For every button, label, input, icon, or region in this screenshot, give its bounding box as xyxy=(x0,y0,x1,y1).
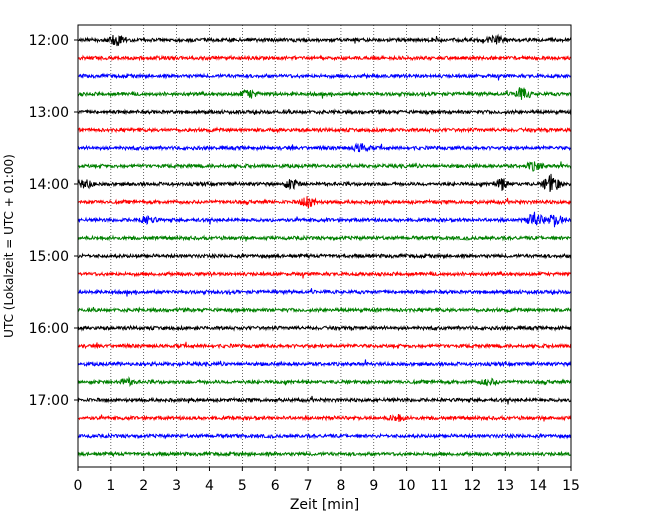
trace-1315 xyxy=(77,126,572,134)
trace-1745 xyxy=(77,450,572,458)
trace-1645 xyxy=(77,375,572,387)
y-tick-label: 15:00 xyxy=(29,249,69,265)
trace-1545 xyxy=(77,306,572,314)
x-tick-label: 14 xyxy=(529,478,547,494)
x-tick-label: 3 xyxy=(172,478,181,494)
x-tick-label: 12 xyxy=(463,478,481,494)
trace-1415 xyxy=(77,196,572,209)
traces xyxy=(77,33,572,458)
x-tick-label: 0 xyxy=(74,478,83,494)
x-tick-label: 6 xyxy=(271,478,280,494)
y-axis-label: UTC (Lokalzeit = UTC + 01:00) xyxy=(2,154,16,338)
trace-1445 xyxy=(77,234,572,242)
y-tick-label: 17:00 xyxy=(29,393,69,409)
x-tick-label: 8 xyxy=(336,478,345,494)
x-tick-label: 2 xyxy=(139,478,148,494)
x-axis-ticks: 0 1 2 3 4 5 6 7 8 9 10 11 12 13 14 15 xyxy=(74,467,580,494)
trace-1730 xyxy=(77,432,572,440)
trace-1615 xyxy=(77,341,572,350)
y-axis-ticks: 12:00 13:00 14:00 15:00 16:00 17:00 xyxy=(29,33,78,409)
trace-1500 xyxy=(77,252,572,260)
trace-1530 xyxy=(77,288,572,297)
y-tick-label: 12:00 xyxy=(29,33,69,49)
y-tick-label: 16:00 xyxy=(29,321,69,337)
y-tick-label: 14:00 xyxy=(29,177,69,193)
x-tick-label: 5 xyxy=(238,478,247,494)
x-tick-label: 10 xyxy=(398,478,416,494)
trace-1600 xyxy=(77,324,572,332)
trace-1715 xyxy=(77,413,572,423)
x-tick-label: 7 xyxy=(304,478,313,494)
trace-1630 xyxy=(77,359,572,368)
trace-1400 xyxy=(77,173,572,193)
trace-1200 xyxy=(77,33,572,47)
trace-1215 xyxy=(77,54,572,62)
x-tick-label: 4 xyxy=(205,478,214,494)
plot-frame xyxy=(77,24,572,468)
trace-1330 xyxy=(77,142,572,153)
trace-1700 xyxy=(77,395,572,405)
trace-1345 xyxy=(77,161,572,172)
x-tick-label: 1 xyxy=(106,478,115,494)
trace-1230 xyxy=(77,72,572,81)
trace-1245 xyxy=(77,87,572,100)
y-tick-label: 13:00 xyxy=(29,105,69,121)
x-tick-label: 13 xyxy=(496,478,514,494)
trace-1430 xyxy=(77,211,572,228)
x-tick-label: 11 xyxy=(431,478,449,494)
x-tick-label: 9 xyxy=(369,478,378,494)
x-tick-label: 15 xyxy=(562,478,580,494)
trace-1300 xyxy=(77,108,572,116)
x-axis-label: Zeit [min] xyxy=(290,497,359,513)
trace-1515 xyxy=(77,270,572,279)
